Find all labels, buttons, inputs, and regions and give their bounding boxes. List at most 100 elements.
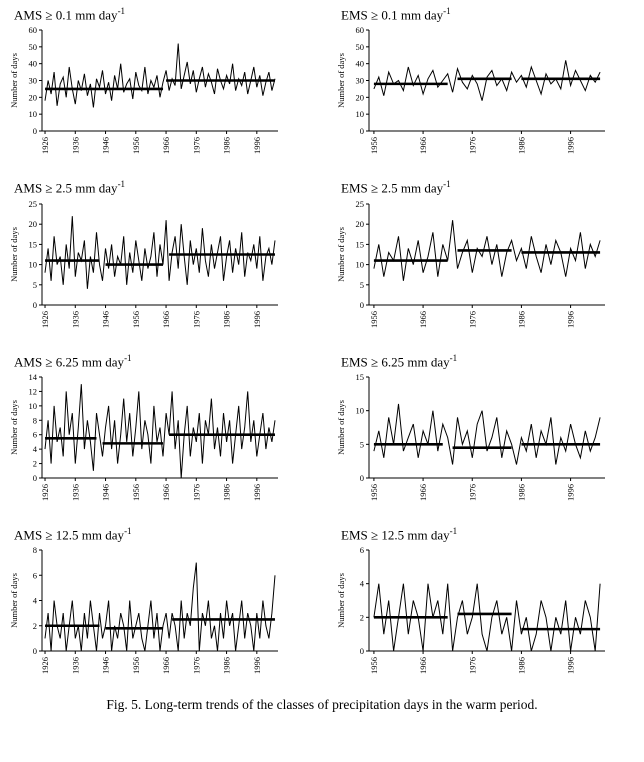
svg-text:1966: 1966 bbox=[161, 484, 171, 501]
svg-text:1976: 1976 bbox=[191, 137, 201, 154]
svg-text:1996: 1996 bbox=[252, 657, 262, 674]
svg-text:0: 0 bbox=[33, 646, 37, 656]
svg-text:1976: 1976 bbox=[191, 311, 201, 328]
svg-text:0: 0 bbox=[33, 473, 37, 483]
svg-text:1976: 1976 bbox=[191, 657, 201, 674]
chart-ams-12.5-container: AMS ≥ 12.5 mm day-1 0 2 4 6 8 1926 1936 1946 195… bbox=[8, 526, 309, 687]
title-superscript: -1 bbox=[124, 352, 132, 363]
svg-text:25: 25 bbox=[356, 199, 365, 209]
svg-text:5: 5 bbox=[360, 439, 364, 449]
svg-text:50: 50 bbox=[29, 42, 38, 52]
svg-text:1986: 1986 bbox=[222, 311, 232, 328]
svg-text:0: 0 bbox=[360, 126, 364, 136]
svg-text:1956: 1956 bbox=[131, 311, 141, 328]
chart-plot-ams-0.1: 0 10 20 30 40 50 60 1926 1936 1946 1956 1966 1976 198… bbox=[9, 25, 278, 154]
svg-text:1996: 1996 bbox=[252, 311, 262, 328]
svg-text:10: 10 bbox=[356, 259, 365, 269]
svg-text:1956: 1956 bbox=[131, 484, 141, 501]
svg-text:1986: 1986 bbox=[516, 311, 526, 328]
chart-ems-6.25-container: EMS ≥ 6.25 mm day-1 0 5 10 15 1956 1966 1976 19… bbox=[335, 353, 636, 514]
svg-text:1926: 1926 bbox=[40, 484, 50, 501]
svg-text:1986: 1986 bbox=[222, 484, 232, 501]
chart-ams-2.5-container: AMS ≥ 2.5 mm day-1 0 5 10 15 20 25 1926 1936 194… bbox=[8, 179, 309, 340]
svg-text:1956: 1956 bbox=[369, 311, 379, 328]
svg-text:20: 20 bbox=[356, 93, 365, 103]
svg-text:20: 20 bbox=[29, 219, 38, 229]
chart-title-ams-12.5: AMS ≥ 12.5 mm day-1 bbox=[14, 526, 309, 543]
svg-text:6: 6 bbox=[33, 571, 37, 581]
title-superscript: -1 bbox=[443, 179, 451, 190]
svg-text:20: 20 bbox=[29, 93, 38, 103]
chart-title-text: EMS ≥ 0.1 mm day bbox=[341, 7, 444, 23]
chart-ems-12.5-container: EMS ≥ 12.5 mm day-1 0 2 4 6 1956 1966 1976 1986… bbox=[335, 526, 636, 687]
svg-text:6: 6 bbox=[33, 430, 37, 440]
svg-text:1936: 1936 bbox=[70, 311, 80, 328]
chart-ams-6.25-container: AMS ≥ 6.25 mm day-1 0 2 4 6 8 10 12 14 1926 1936 1… bbox=[8, 353, 309, 514]
svg-text:1956: 1956 bbox=[369, 657, 379, 674]
svg-text:1936: 1936 bbox=[70, 657, 80, 674]
svg-text:1966: 1966 bbox=[418, 137, 428, 154]
svg-text:Number of days: Number of days bbox=[9, 573, 19, 628]
svg-text:1986: 1986 bbox=[516, 657, 526, 674]
svg-text:4: 4 bbox=[360, 579, 365, 589]
svg-text:1966: 1966 bbox=[161, 657, 171, 674]
svg-text:1966: 1966 bbox=[161, 311, 171, 328]
chart-title-text: AMS ≥ 2.5 mm day bbox=[14, 180, 118, 196]
svg-text:12: 12 bbox=[29, 386, 38, 396]
svg-text:Number of days: Number of days bbox=[9, 400, 19, 455]
chart-plot-ems-12.5: 0 2 4 6 1956 1966 1976 1986 1996 Number of days bbox=[336, 545, 605, 674]
title-superscript: -1 bbox=[449, 525, 458, 536]
chart-ams-0.1-container: AMS ≥ 0.1 mm day-1 0 10 20 30 40 50 60 1926 1936… bbox=[8, 6, 309, 167]
chart-ems-0.1-container: EMS ≥ 0.1 mm day-1 0 10 20 30 40 50 60 1956 1966… bbox=[335, 6, 636, 167]
svg-text:1996: 1996 bbox=[566, 484, 576, 501]
svg-text:Number of days: Number of days bbox=[336, 573, 346, 628]
svg-text:1986: 1986 bbox=[516, 484, 526, 501]
chart-title-text: EMS ≥ 6.25 mm day bbox=[341, 353, 450, 369]
chart-title-text: AMS ≥ 0.1 mm day bbox=[14, 7, 118, 23]
chart-title-ams-6.25: AMS ≥ 6.25 mm day-1 bbox=[14, 353, 309, 370]
svg-text:10: 10 bbox=[29, 109, 38, 119]
svg-text:15: 15 bbox=[29, 239, 38, 249]
svg-text:1986: 1986 bbox=[222, 137, 232, 154]
svg-text:1976: 1976 bbox=[191, 484, 201, 501]
svg-text:0: 0 bbox=[33, 300, 37, 310]
svg-text:1996: 1996 bbox=[566, 657, 576, 674]
svg-text:1966: 1966 bbox=[418, 484, 428, 501]
svg-text:60: 60 bbox=[356, 25, 365, 35]
svg-text:4: 4 bbox=[33, 444, 38, 454]
svg-text:5: 5 bbox=[360, 279, 364, 289]
chart-plot-ams-2.5: 0 5 10 15 20 25 1926 1936 1946 1956 1966 1976 1986 19… bbox=[9, 199, 278, 328]
figure-5: AMS ≥ 0.1 mm day-1 0 10 20 30 40 50 60 1926 1936… bbox=[8, 6, 636, 712]
svg-text:1946: 1946 bbox=[101, 484, 111, 501]
svg-text:0: 0 bbox=[360, 473, 364, 483]
svg-text:30: 30 bbox=[29, 76, 38, 86]
svg-text:1946: 1946 bbox=[101, 137, 111, 154]
svg-text:1996: 1996 bbox=[566, 137, 576, 154]
svg-text:Number of days: Number of days bbox=[336, 227, 346, 282]
chart-plot-ems-6.25: 0 5 10 15 1956 1966 1976 1986 1996 Number of days bbox=[336, 372, 605, 501]
svg-text:10: 10 bbox=[29, 401, 38, 411]
svg-text:1966: 1966 bbox=[418, 657, 428, 674]
svg-text:1956: 1956 bbox=[131, 137, 141, 154]
svg-text:8: 8 bbox=[33, 545, 37, 555]
svg-text:6: 6 bbox=[360, 545, 364, 555]
svg-text:1926: 1926 bbox=[40, 137, 50, 154]
svg-text:8: 8 bbox=[33, 415, 37, 425]
chart-plot-ems-0.1: 0 10 20 30 40 50 60 1956 1966 1976 1986 1996 Number … bbox=[336, 25, 605, 154]
chart-title-text: AMS ≥ 6.25 mm day bbox=[14, 353, 125, 369]
svg-text:0: 0 bbox=[360, 300, 364, 310]
svg-text:1996: 1996 bbox=[252, 137, 262, 154]
svg-text:1956: 1956 bbox=[369, 137, 379, 154]
svg-text:Number of days: Number of days bbox=[9, 53, 19, 108]
svg-text:1976: 1976 bbox=[467, 484, 477, 501]
chart-plot-ams-6.25: 0 2 4 6 8 10 12 14 1926 1936 1946 1956 1966 1976 1986 1… bbox=[9, 372, 278, 501]
chart-plot-ams-12.5: 0 2 4 6 8 1926 1936 1946 1956 1966 1976 1986 1996 Num… bbox=[9, 545, 278, 674]
svg-text:1946: 1946 bbox=[101, 657, 111, 674]
title-superscript: -1 bbox=[449, 352, 458, 363]
svg-text:40: 40 bbox=[29, 59, 38, 69]
svg-text:1926: 1926 bbox=[40, 311, 50, 328]
title-superscript: -1 bbox=[117, 179, 126, 190]
chart-title-ems-0.1: EMS ≥ 0.1 mm day-1 bbox=[341, 6, 636, 23]
svg-text:0: 0 bbox=[360, 646, 364, 656]
chart-title-ems-6.25: EMS ≥ 6.25 mm day-1 bbox=[341, 353, 636, 370]
